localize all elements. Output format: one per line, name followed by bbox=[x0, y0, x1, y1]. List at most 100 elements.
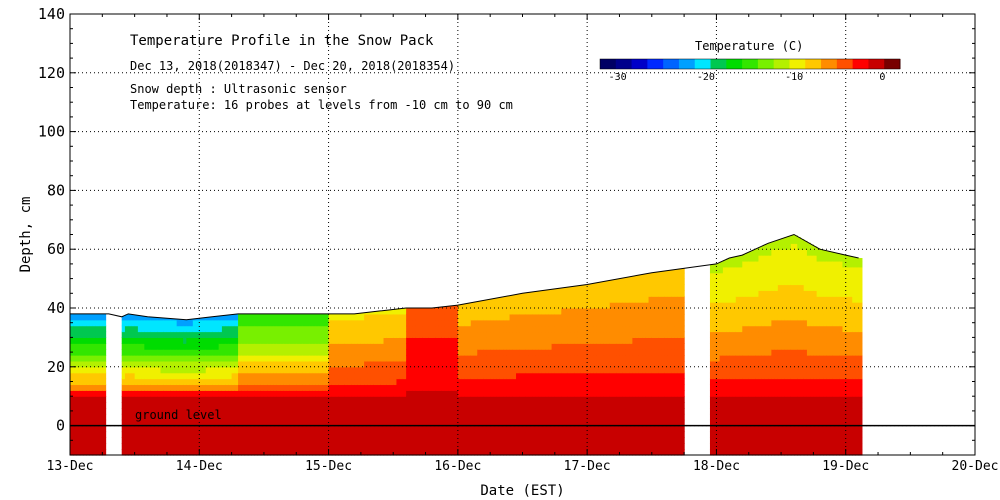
heatmap-cell bbox=[716, 402, 721, 409]
heatmap-cell bbox=[154, 337, 158, 344]
heatmap-cell bbox=[474, 437, 478, 444]
heatmap-cell bbox=[373, 443, 378, 450]
heatmap-cell bbox=[415, 419, 420, 427]
heatmap-cell bbox=[538, 296, 543, 303]
heatmap-cell bbox=[461, 390, 465, 397]
heatmap-cell bbox=[713, 431, 718, 438]
heatmap-cell bbox=[325, 355, 330, 362]
heatmap-cell bbox=[263, 402, 268, 409]
heatmap-cell bbox=[464, 308, 469, 315]
heatmap-cell bbox=[558, 288, 562, 291]
heatmap-cell bbox=[577, 384, 582, 391]
heatmap-cell bbox=[619, 360, 624, 368]
heatmap-cell bbox=[286, 337, 291, 344]
heatmap-cell bbox=[490, 425, 495, 433]
heatmap-cell bbox=[622, 337, 627, 344]
heatmap-cell bbox=[583, 319, 588, 327]
heatmap-cell bbox=[241, 437, 246, 444]
heatmap-cell bbox=[305, 372, 310, 380]
heatmap-cell bbox=[467, 366, 472, 374]
heatmap-cell bbox=[613, 279, 617, 286]
heatmap-cell bbox=[305, 384, 310, 391]
heatmap-cell bbox=[716, 407, 721, 415]
heatmap-cell bbox=[367, 407, 372, 415]
heatmap-cell bbox=[289, 331, 294, 338]
heatmap-cell bbox=[448, 349, 452, 356]
heatmap-cell bbox=[409, 313, 414, 321]
heatmap-cell bbox=[522, 302, 527, 309]
heatmap-cell bbox=[247, 413, 252, 421]
heatmap-cell bbox=[380, 355, 385, 362]
heatmap-cell bbox=[667, 302, 672, 309]
heatmap-cell bbox=[590, 319, 595, 327]
heatmap-cell bbox=[82, 313, 87, 321]
heatmap-cell bbox=[338, 319, 343, 327]
heatmap-cell bbox=[79, 355, 84, 362]
heatmap-cell bbox=[574, 372, 579, 380]
heatmap-cell bbox=[590, 384, 595, 391]
heatmap-cell bbox=[651, 390, 656, 397]
heatmap-cell bbox=[137, 319, 142, 327]
heatmap-cell bbox=[322, 349, 326, 356]
heatmap-cell bbox=[150, 396, 155, 403]
heatmap-cell bbox=[208, 437, 213, 444]
heatmap-cell bbox=[419, 337, 423, 344]
heatmap-cell bbox=[121, 331, 126, 338]
heatmap-cell bbox=[121, 407, 126, 415]
heatmap-cell bbox=[506, 296, 511, 303]
heatmap-cell bbox=[393, 337, 398, 344]
heatmap-cell bbox=[89, 396, 94, 403]
heatmap-cell bbox=[160, 337, 165, 344]
heatmap-cell bbox=[141, 343, 145, 350]
heatmap-cell bbox=[267, 343, 271, 350]
heatmap-cell bbox=[716, 443, 721, 450]
heatmap-cell bbox=[318, 449, 323, 456]
heatmap-cell bbox=[241, 425, 246, 433]
heatmap-cell bbox=[593, 360, 598, 368]
heatmap-cell bbox=[409, 355, 414, 362]
heatmap-cell bbox=[354, 343, 359, 350]
heatmap-cell bbox=[454, 355, 459, 362]
heatmap-cell bbox=[141, 316, 145, 321]
heatmap-cell bbox=[251, 372, 255, 380]
heatmap-cell bbox=[402, 402, 407, 409]
heatmap-cell bbox=[635, 313, 640, 321]
heatmap-cell bbox=[425, 396, 430, 403]
heatmap-cell bbox=[257, 378, 262, 386]
heatmap-cell bbox=[499, 319, 504, 327]
heatmap-cell bbox=[280, 449, 284, 456]
heatmap-cell bbox=[335, 419, 339, 427]
heatmap-cell bbox=[309, 372, 314, 380]
heatmap-cell bbox=[186, 337, 191, 344]
heatmap-cell bbox=[396, 425, 401, 433]
heatmap-cell bbox=[477, 384, 482, 391]
heatmap-cell bbox=[228, 425, 233, 433]
heatmap-cell bbox=[709, 360, 714, 368]
heatmap-cell bbox=[147, 443, 152, 450]
heatmap-cell bbox=[357, 431, 362, 438]
heatmap-cell bbox=[655, 325, 659, 333]
heatmap-cell bbox=[651, 290, 656, 297]
heatmap-cell bbox=[341, 343, 346, 350]
heatmap-cell bbox=[302, 331, 307, 338]
heatmap-cell bbox=[338, 313, 343, 321]
heatmap-cell bbox=[73, 443, 78, 450]
heatmap-cell bbox=[532, 396, 537, 403]
heatmap-cell bbox=[680, 331, 685, 338]
heatmap-cell bbox=[483, 319, 488, 327]
heatmap-cell bbox=[625, 343, 630, 350]
heatmap-cell bbox=[548, 407, 553, 415]
heatmap-cell bbox=[503, 419, 507, 427]
heatmap-cell bbox=[535, 396, 540, 403]
heatmap-cell bbox=[645, 437, 650, 444]
heatmap-cell bbox=[722, 425, 727, 433]
heatmap-cell bbox=[179, 319, 184, 327]
heatmap-cell bbox=[238, 378, 242, 386]
heatmap-cell bbox=[215, 425, 220, 433]
heatmap-cell bbox=[286, 407, 291, 415]
heatmap-cell bbox=[260, 449, 265, 456]
heatmap-cell bbox=[176, 390, 181, 397]
heatmap-cell bbox=[629, 372, 633, 380]
heatmap-cell bbox=[664, 402, 669, 409]
heatmap-cell bbox=[163, 431, 168, 438]
